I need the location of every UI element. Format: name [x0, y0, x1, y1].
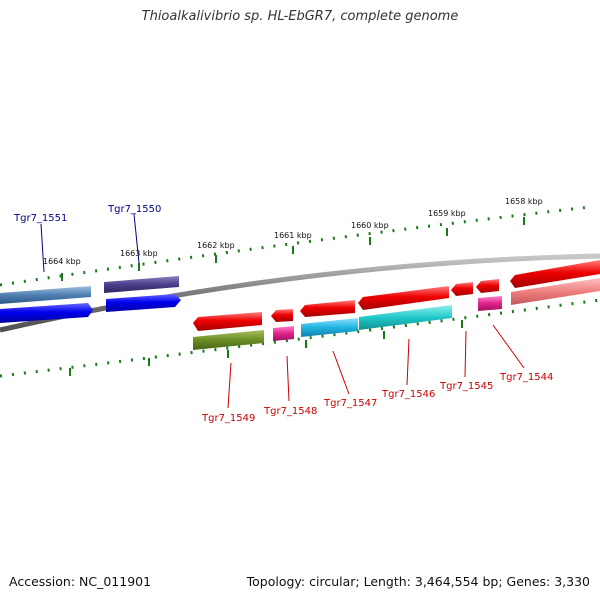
gene-label-tgr7-1548[interactable]: Tgr7_1548 [263, 406, 317, 417]
callout-lines [40, 213, 525, 409]
feature-tgr7-1545[interactable] [478, 296, 502, 311]
accession-label: Accession: NC_011901 [9, 574, 152, 589]
gene-label-tgr7-1547[interactable]: Tgr7_1547 [323, 398, 377, 409]
feature-tgr7-1546[interactable] [359, 305, 452, 330]
gene-label-tgr7-1551[interactable]: Tgr7_1551 [13, 213, 67, 224]
forward-strand-track [0, 276, 181, 323]
callout-tgr7-1545 [464, 330, 467, 378]
gene-label-tgr7-1545[interactable]: Tgr7_1545 [439, 381, 493, 392]
feature-tgr7-1544[interactable] [511, 278, 600, 305]
reverse-strand-track [193, 260, 600, 350]
feature-tgr7-1548[interactable] [273, 326, 294, 341]
callout-tgr7-1548 [286, 355, 290, 402]
tick-label-1663: 1663 kbp [120, 249, 158, 258]
gene-arrow-tgr7-1544-b[interactable] [510, 260, 600, 288]
feature-tgr7-1549[interactable] [193, 330, 264, 350]
tick-label-1662: 1662 kbp [197, 241, 235, 250]
tick-label-1660: 1660 kbp [351, 221, 389, 230]
gene-arrow-tgr7-1544-a[interactable] [476, 279, 499, 293]
gene-arrow-tgr7-1550-cds[interactable] [106, 294, 181, 312]
gene-arrow-tgr7-1546[interactable] [358, 286, 449, 310]
gene-labels: Tgr7_1551 Tgr7_1550 Tgr7_1549 Tgr7_1548 … [13, 204, 553, 424]
inner-dotted-line [0, 298, 600, 378]
inner-tick-row [0, 298, 600, 378]
tick-label-1664: 1664 kbp [43, 257, 81, 266]
gene-arrow-tgr7-1548[interactable] [271, 309, 293, 322]
tick-label-1661: 1661 kbp [274, 231, 312, 240]
gene-label-tgr7-1549[interactable]: Tgr7_1549 [201, 413, 255, 424]
feature-tgr7-1547[interactable] [301, 318, 358, 337]
gene-arrow-tgr7-1545[interactable] [451, 282, 473, 296]
gene-label-tgr7-1544[interactable]: Tgr7_1544 [499, 372, 553, 383]
outer-tick-row: 1664 kbp 1663 kbp 1662 kbp 1661 kbp 1660… [0, 197, 591, 287]
gene-label-tgr7-1546[interactable]: Tgr7_1546 [381, 389, 435, 400]
callout-tgr7-1549 [227, 362, 232, 409]
tick-label-1658: 1658 kbp [505, 197, 543, 206]
topology-summary: Topology: circular; Length: 3,464,554 bp… [246, 574, 590, 589]
callout-tgr7-1546 [406, 338, 410, 386]
callout-tgr7-1547 [332, 350, 350, 395]
feature-tgr7-1550[interactable] [104, 276, 179, 293]
callout-tgr7-1550 [133, 213, 140, 264]
gene-arrow-tgr7-1547[interactable] [300, 300, 355, 317]
gene-arrow-tgr7-1551-cds[interactable] [0, 303, 93, 323]
outer-dotted-line [0, 205, 591, 287]
callout-tgr7-1551 [40, 223, 45, 273]
gene-arrow-tgr7-1549[interactable] [193, 312, 262, 331]
callout-tgr7-1544 [492, 324, 525, 369]
tick-label-1659: 1659 kbp [428, 209, 466, 218]
gene-label-tgr7-1550[interactable]: Tgr7_1550 [107, 204, 161, 215]
feature-tgr7-1551[interactable] [0, 286, 91, 304]
map-title: Thioalkalivibrio sp. HL-EbGR7, complete … [141, 9, 459, 24]
